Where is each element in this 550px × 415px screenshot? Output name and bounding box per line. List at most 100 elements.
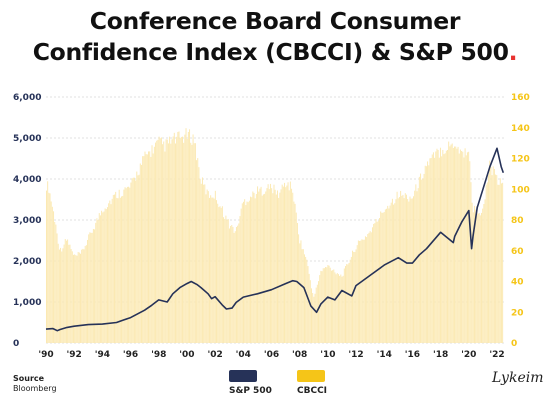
cbcci-bar [267, 184, 269, 343]
cbcci-bar [305, 256, 307, 343]
cbcci-bar [63, 244, 65, 343]
cbcci-bar [380, 211, 382, 343]
cbcci-bar [246, 201, 248, 343]
cbcci-bar [334, 272, 336, 343]
x-tick-label: '96 [123, 350, 138, 360]
cbcci-bar [393, 204, 395, 343]
cbcci-bar [237, 225, 239, 343]
cbcci-bar [400, 190, 402, 343]
cbcci-bar [164, 151, 166, 343]
cbcci-bar [128, 186, 130, 343]
cbcci-bar [190, 142, 192, 343]
cbcci-bar [369, 231, 371, 343]
cbcci-bar [410, 198, 412, 343]
cbcci-bar [109, 200, 111, 343]
cbcci-bar [437, 150, 439, 343]
cbcci-bar [430, 157, 432, 343]
cbcci-bar [350, 256, 352, 343]
cbcci-bar [499, 178, 501, 343]
cbcci-bar [239, 216, 241, 343]
cbcci-bar [397, 198, 399, 343]
cbcci-bar [411, 198, 413, 343]
cbcci-bar [102, 212, 104, 343]
cbcci-bar [80, 253, 82, 343]
cbcci-bar [332, 270, 334, 343]
cbcci-bar [257, 186, 259, 343]
cbcci-bar [278, 197, 280, 343]
cbcci-bar [303, 254, 305, 343]
cbcci-bar [294, 203, 296, 343]
cbcci-bar [115, 191, 117, 343]
cbcci-bar [45, 190, 47, 343]
cbcci-bar [214, 190, 216, 343]
cbcci-bar [54, 221, 56, 343]
cbcci-bar [316, 284, 318, 343]
cbcci-bar [342, 275, 344, 343]
cbcci-bar [163, 141, 165, 343]
cbcci-bar [90, 232, 92, 343]
cbcci-bar [463, 157, 465, 343]
right-tick-label: 20 [511, 308, 524, 318]
cbcci-bar [89, 232, 91, 343]
cbcci-bar [381, 212, 383, 343]
x-tick-label: '20 [461, 350, 476, 360]
x-tick-label: '16 [405, 350, 420, 360]
cbcci-bar [343, 268, 345, 343]
cbcci-bar [129, 187, 131, 343]
cbcci-bar [258, 191, 260, 343]
x-tick-label: '92 [67, 350, 82, 360]
cbcci-bar [266, 188, 268, 343]
cbcci-bar [206, 189, 208, 343]
cbcci-bar [194, 143, 196, 343]
cbcci-bar [122, 195, 124, 343]
cbcci-bar [497, 184, 499, 343]
title-dot: . [508, 38, 518, 66]
cbcci-bar [144, 151, 146, 343]
cbcci-bar [216, 200, 218, 343]
right-axis-ticks: 0 20 40 60 80 100 120 140 160 [511, 93, 530, 349]
cbcci-bar [328, 265, 330, 343]
cbcci-bar [477, 213, 479, 343]
cbcci-bar [362, 239, 364, 343]
x-tick-label: '18 [433, 350, 448, 360]
cbcci-bar [475, 209, 477, 343]
cbcci-bar [484, 199, 486, 343]
cbcci-bar [210, 195, 212, 343]
cbcci-bar [58, 249, 60, 343]
cbcci-bar [199, 178, 201, 343]
cbcci-bar [441, 156, 443, 343]
cbcci-bar [176, 136, 178, 343]
cbcci-bar [377, 220, 379, 343]
cbcci-bar [286, 185, 288, 343]
cbcci-bar [196, 160, 198, 343]
cbcci-bar [395, 199, 397, 343]
cbcci-bar [228, 228, 230, 343]
cbcci-bar [151, 145, 153, 343]
cbcci-bar [84, 246, 86, 343]
cbcci-bar [450, 144, 452, 343]
cbcci-bar [105, 209, 107, 343]
cbcci-bar [337, 274, 339, 343]
left-tick-label: 1,000 [13, 298, 41, 308]
right-tick-label: 40 [511, 278, 524, 288]
cbcci-bar [51, 206, 53, 343]
cbcci-bar [353, 251, 355, 343]
cbcci-bar [457, 146, 459, 343]
cbcci-bar [50, 201, 52, 343]
legend-swatch-cbcci [297, 370, 325, 382]
cbcci-bar [300, 240, 302, 343]
left-tick-label: 5,000 [13, 134, 41, 144]
x-axis-ticks: '90 '92 '94 '96 '98 '00 '02 '04 '06 '08 '10 '12 '14 '… [38, 350, 504, 360]
cbcci-bar [110, 204, 112, 343]
cbcci-bars [45, 128, 504, 343]
cbcci-bar [293, 201, 295, 343]
cbcci-bar [185, 128, 187, 343]
cbcci-bar [85, 245, 87, 343]
legend-swatch-sp500 [229, 370, 257, 382]
cbcci-bar [438, 157, 440, 343]
cbcci-bar [106, 207, 108, 343]
cbcci-bar [468, 151, 470, 343]
cbcci-bar [60, 247, 62, 343]
cbcci-bar [245, 205, 247, 343]
cbcci-bar [456, 148, 458, 343]
